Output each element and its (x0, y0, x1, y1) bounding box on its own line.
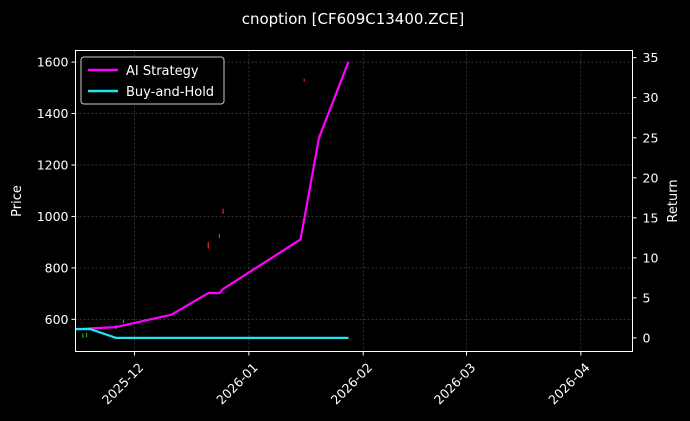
right-tick-label-35: 35 (643, 50, 659, 65)
series-line-ai-strategy (75, 61, 350, 331)
left-tick-label-1200: 1200 (37, 157, 69, 172)
left-y-axis: 600 800 1000 1200 1400 1600 (37, 55, 76, 327)
right-tick-label-0: 0 (643, 330, 651, 345)
x-axis: 2025-12 2026-01 2026-02 2026-03 2026-04 (99, 351, 593, 408)
right-tick-label-5: 5 (643, 290, 651, 305)
left-tick-label-1000: 1000 (37, 209, 69, 224)
right-y-axis: 0 5 10 15 20 25 30 35 (632, 50, 659, 345)
plot-frame (75, 50, 633, 352)
series-line-buy-and-hold (75, 328, 349, 339)
left-tick-label-600: 600 (45, 312, 69, 327)
right-tick-label-15: 15 (643, 210, 659, 225)
x-tick-label-2026-02: 2026-02 (328, 360, 376, 408)
legend-label-ai-strategy: AI Strategy (126, 64, 199, 79)
x-tick-label-2025-12: 2025-12 (99, 360, 147, 408)
left-axis-label: Price (10, 185, 25, 217)
right-tick-label-30: 30 (643, 90, 659, 105)
x-tick-label-2026-03: 2026-03 (431, 360, 479, 408)
left-tick-label-1600: 1600 (37, 55, 69, 70)
legend-label-buy-and-hold: Buy-and-Hold (126, 85, 214, 100)
x-tick-label-2026-01: 2026-01 (213, 360, 261, 408)
right-tick-label-20: 20 (643, 170, 659, 185)
right-axis-label: Return (666, 179, 681, 222)
right-tick-label-10: 10 (643, 250, 659, 265)
chart-title: cnoption [CF609C13400.ZCE] (242, 10, 465, 28)
left-tick-label-1400: 1400 (37, 106, 69, 121)
left-tick-label-800: 800 (45, 260, 69, 275)
series-lines (75, 61, 350, 339)
right-tick-label-25: 25 (643, 130, 659, 145)
x-tick-label-2026-04: 2026-04 (545, 360, 593, 408)
price-marks (82, 78, 305, 338)
legend: AI Strategy Buy-and-Hold (80, 56, 225, 105)
